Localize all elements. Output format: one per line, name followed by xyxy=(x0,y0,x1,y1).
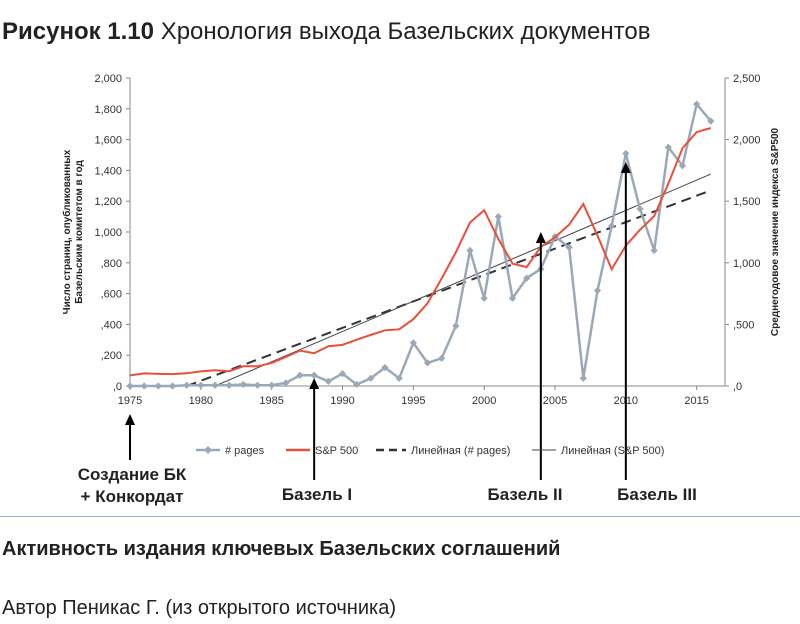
y-tick-label-left: 1,400 xyxy=(94,165,122,177)
data-point-pages xyxy=(664,143,672,151)
data-point-pages xyxy=(225,381,233,389)
legend-label: # pages xyxy=(225,445,265,457)
x-tick-label: 1975 xyxy=(118,395,142,407)
chart: ,0 ,200 ,400 ,600 ,800 1,000 1,200 1,400 1,600 1,… xyxy=(61,73,781,480)
data-point-pages xyxy=(268,381,276,389)
legend-label: Линейная (# pages) xyxy=(411,445,510,457)
data-point-pages xyxy=(650,246,658,255)
annotation-arrowhead xyxy=(535,232,546,243)
x-tick-label: 1985 xyxy=(259,395,283,407)
series-line-pages xyxy=(130,101,712,388)
data-point-pages xyxy=(381,363,389,372)
figure-title: Рисунок 1.10 Хронология выхода Базельски… xyxy=(2,18,650,46)
y-axis-title-left: Число страниц, опубликованныхБазельским … xyxy=(61,149,85,314)
y-tick-label-left: 1,000 xyxy=(94,227,122,239)
y-tick-label-right: 2,500 xyxy=(733,73,761,85)
separator xyxy=(0,516,800,517)
caption: Активность издания ключевых Базельских с… xyxy=(2,538,561,560)
data-point-pages xyxy=(466,246,474,255)
data-point-pages xyxy=(296,371,304,379)
y-tick-label-right: ,500 xyxy=(733,319,754,331)
figure-number: Рисунок 1.10 xyxy=(2,18,155,45)
trendline-sp500 xyxy=(214,173,712,387)
annotation-arrowhead xyxy=(309,378,320,389)
data-point-pages xyxy=(707,117,715,125)
data-point-pages xyxy=(565,243,573,251)
data-point-pages xyxy=(168,382,177,390)
data-point-pages xyxy=(154,382,162,390)
data-point-pages xyxy=(338,370,347,378)
data-point-pages xyxy=(579,374,587,382)
legend-marker xyxy=(204,446,212,454)
data-point-pages xyxy=(310,371,318,379)
data-point-pages xyxy=(409,339,417,347)
x-tick-label: 2000 xyxy=(472,395,496,407)
figure-title-text: Хронология выхода Базельских документов xyxy=(160,18,651,45)
x-tick-label: 1980 xyxy=(189,395,213,407)
x-tick-label: 1995 xyxy=(401,395,425,407)
trendline-pages xyxy=(186,189,712,387)
y-tick-label-right: 1,000 xyxy=(733,258,761,270)
x-tick-label: 1990 xyxy=(330,395,354,407)
annotation-basel-3: Базель III xyxy=(602,484,712,506)
annotation-line: Базель I xyxy=(281,485,353,504)
data-point-pages xyxy=(183,381,191,389)
annotation-basel-2: Базель II xyxy=(470,484,580,506)
data-point-pages xyxy=(353,380,361,389)
annotation-bk-creation: Создание БК + Конкордат xyxy=(60,464,204,508)
data-point-pages xyxy=(693,100,701,108)
annotation-line: Создание БК xyxy=(77,465,187,484)
y-tick-label-left: ,800 xyxy=(101,258,122,270)
data-point-pages xyxy=(211,381,219,389)
data-point-pages xyxy=(523,274,531,282)
y-tick-label-right: ,0 xyxy=(733,381,742,393)
legend-label: S&P 500 xyxy=(315,445,358,457)
y-tick-label-left: ,600 xyxy=(101,289,122,301)
annotation-arrowhead xyxy=(125,414,135,425)
data-point-pages xyxy=(480,294,488,302)
data-point-pages xyxy=(253,381,262,389)
data-point-pages xyxy=(126,382,134,390)
y-tick-label-left: ,200 xyxy=(101,350,122,362)
data-point-pages xyxy=(367,374,375,382)
legend-label: Линейная (S&P 500) xyxy=(561,445,664,457)
data-point-pages xyxy=(494,213,502,221)
y-tick-label-left: ,0 xyxy=(113,381,122,393)
data-point-pages xyxy=(452,322,460,330)
y-tick-label-right: 2,000 xyxy=(733,135,761,147)
annotation-basel-1: Базель I xyxy=(262,484,372,506)
data-point-pages xyxy=(197,381,205,389)
data-point-pages xyxy=(395,374,403,382)
data-point-pages xyxy=(508,294,517,302)
x-tick-label: 2005 xyxy=(543,395,567,407)
y-axis-title-right: Среднегодовое значение индекса S&P500 xyxy=(770,127,781,336)
annotation-arrowhead xyxy=(620,162,631,173)
series-line-sp500 xyxy=(129,127,712,377)
y-tick-label-left: 1,800 xyxy=(94,104,122,116)
data-point-pages xyxy=(239,380,247,389)
data-point-pages xyxy=(636,205,644,213)
y-tick-label-right: 1,500 xyxy=(733,196,761,208)
author-credit: Автор Пеникас Г. (из открытого источника… xyxy=(2,597,396,619)
y-tick-label-left: 2,000 xyxy=(94,73,122,85)
y-tick-label-left: 1,600 xyxy=(94,135,122,147)
annotation-line: Базель III xyxy=(617,485,697,504)
x-tick-label: 2015 xyxy=(684,395,708,407)
y-tick-label-left: 1,200 xyxy=(94,196,122,208)
data-point-pages xyxy=(622,149,630,158)
data-point-pages xyxy=(678,162,687,170)
data-point-pages xyxy=(438,354,446,362)
data-point-pages xyxy=(593,286,602,295)
annotation-line: Базель II xyxy=(487,485,563,504)
data-point-pages xyxy=(608,222,616,230)
y-tick-label-left: ,400 xyxy=(101,319,122,331)
data-point-pages xyxy=(282,379,290,387)
annotation-line: + Конкордат xyxy=(80,487,184,506)
data-point-pages xyxy=(423,359,432,367)
data-point-pages xyxy=(324,377,332,385)
data-point-pages xyxy=(140,382,148,390)
